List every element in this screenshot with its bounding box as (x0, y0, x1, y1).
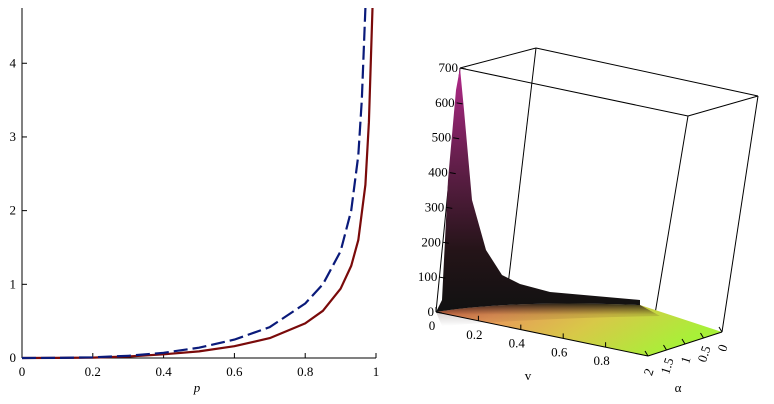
z-tick-label: 600 (435, 95, 455, 110)
z-tick (439, 276, 446, 279)
line-chart: 0 0.2 0.4 0.6 0.8 1 0 1 2 3 4 p (10, 7, 380, 395)
alpha-axis-ticks: 2 1.5 1 0.5 0 (640, 326, 731, 377)
left-axes (21, 8, 376, 359)
alpha-tick (700, 332, 704, 339)
box-edge (435, 311, 649, 357)
v-tick-label: 0.6 (551, 344, 568, 359)
alpha-tick-label: 0 (714, 342, 730, 353)
z-axis-ticks: 0 100 200 300 400 500 600 700 (418, 60, 467, 319)
box-edge (459, 47, 537, 69)
box-edge (459, 67, 689, 117)
alpha-axis-label: α (675, 380, 682, 395)
z-tick (442, 241, 449, 244)
x-tick-label: 1 (373, 364, 380, 379)
y-tick-label: 3 (10, 129, 17, 144)
x-tick-label: 0.6 (226, 364, 243, 379)
box-edge (505, 47, 537, 303)
surface (436, 68, 722, 356)
z-tick-label: 100 (418, 269, 438, 284)
series-line-2 (21, 7, 367, 360)
alpha-tick (663, 344, 667, 351)
alpha-tick-label: 1.5 (657, 356, 676, 376)
box-edge (535, 47, 759, 97)
z-tick-label: 200 (421, 234, 441, 249)
x-tick-label: 0.2 (85, 364, 101, 379)
alpha-tick (718, 326, 723, 333)
x-tick-label: 0 (19, 364, 26, 379)
box-edge (721, 95, 759, 333)
alpha-tick-label: 2 (640, 366, 656, 377)
left-series (21, 7, 374, 360)
z-tick (449, 172, 456, 175)
z-tick-label: 700 (439, 60, 459, 75)
y-tick-label: 4 (10, 55, 17, 70)
v-tick-label: 0 (429, 318, 436, 333)
alpha-tick (644, 350, 649, 357)
x-tick-label: 0.4 (155, 364, 172, 379)
v-tick-label: 0.8 (593, 353, 609, 368)
v-axis-ticks: 0 0.2 0.4 0.6 0.8 (429, 307, 610, 368)
z-tick-label: 500 (432, 130, 452, 145)
z-tick (435, 311, 443, 314)
y-tick-label: 0 (10, 350, 17, 365)
z-tick (446, 206, 453, 209)
y-tick-label: 2 (10, 203, 17, 218)
box-edge (687, 95, 759, 117)
z-tick (453, 137, 460, 140)
surface-chart: 0 100 200 300 400 500 600 700 0 0.2 0.4 0.6 0.8 2 1.… (418, 47, 759, 395)
x-tick-label: 0.8 (297, 364, 313, 379)
surface-floor-shadow (436, 303, 660, 326)
v-tick-label: 0.4 (509, 336, 526, 351)
z-tick (456, 102, 463, 105)
alpha-tick-label: 1 (677, 354, 693, 365)
z-tick-label: 400 (428, 165, 448, 180)
x-axis-label: p (193, 380, 201, 395)
z-tick-label: 300 (425, 199, 445, 214)
series-line-1 (21, 7, 374, 360)
z-tick-label: 0 (428, 304, 435, 319)
alpha-tick (681, 338, 686, 345)
z-tick (459, 67, 467, 70)
y-tick-label: 1 (10, 276, 17, 291)
left-ticks: 0 0.2 0.4 0.6 0.8 1 0 1 2 3 4 (10, 55, 380, 379)
v-axis-label: v (525, 368, 532, 383)
v-tick-label: 0.2 (466, 327, 482, 342)
surface-wall (436, 68, 640, 312)
alpha-tick-label: 0.5 (694, 344, 713, 364)
